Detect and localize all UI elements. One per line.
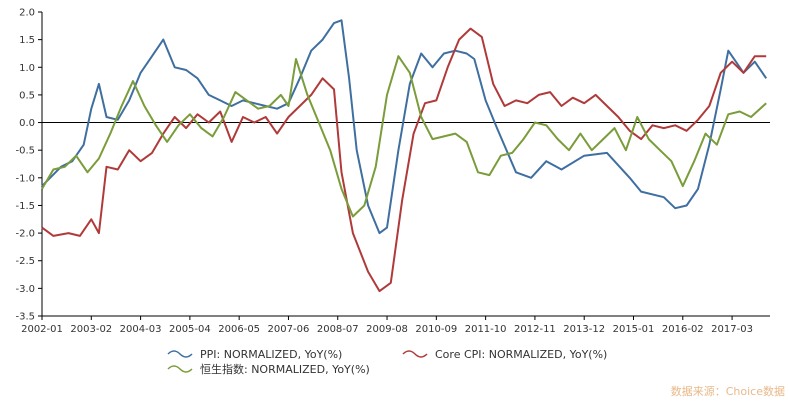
y-tick-label: -1.5 [15,201,35,212]
y-tick-label: 1.0 [19,63,35,74]
y-tick-label: -0.5 [15,146,35,157]
y-tick-label: -1.0 [15,173,35,184]
y-tick-label: -3.5 [15,312,35,323]
x-tick-label: 2011-10 [465,324,507,335]
series-line-2 [41,27,767,293]
x-tick-label: 2010-09 [415,324,457,335]
x-tick-label: 2015-01 [613,324,655,335]
x-tick-label: 2012-11 [514,324,556,335]
legend-label-3: 恒生指数: NORMALIZED, YoY(%) [200,362,370,376]
x-tick-label: 2016-02 [662,324,704,335]
legend-label-1: PPI: NORMALIZED, YoY(%) [200,348,342,361]
legend-swatch-2 [402,350,428,358]
x-tick-label: 2005-04 [169,324,211,335]
legend-label-2: Core CPI: NORMALIZED, YoY(%) [435,348,607,361]
series-line-3 [41,55,767,218]
y-tick-label: 2.0 [19,8,35,19]
watermark: 数据来源：Choice数据 [670,385,785,398]
x-tick-label: 2008-07 [317,324,359,335]
y-tick-label: 1.5 [19,35,35,46]
y-tick-label: -2.0 [15,229,35,240]
legend: PPI: NORMALIZED, YoY(%) Core CPI: NORMALI… [167,348,607,376]
x-tick-label: 2002-01 [21,324,63,335]
axes: -3.5 -3.0 -2.5 -2.0 -1.5 -1.0 -0.5 0.0 0.5 1.0 1.5… [15,8,770,335]
series-lines [41,19,768,293]
x-tick-label: 2003-02 [70,324,112,335]
legend-swatch-1 [167,350,193,358]
legend-swatch-3 [167,365,193,373]
series-line-1 [41,19,768,235]
x-tick-label: 2013-12 [563,324,605,335]
x-tick-label: 2004-03 [120,324,162,335]
x-tick-label: 2017-03 [711,324,753,335]
x-tick-label: 2007-06 [268,324,310,335]
y-tick-label: 0.0 [19,118,35,129]
y-tick-label: 0.5 [19,90,35,101]
y-tick-label: -2.5 [15,256,35,267]
y-tick-label: -3.0 [15,284,35,295]
x-tick-label: 2006-05 [218,324,260,335]
x-tick-label: 2009-08 [366,324,408,335]
